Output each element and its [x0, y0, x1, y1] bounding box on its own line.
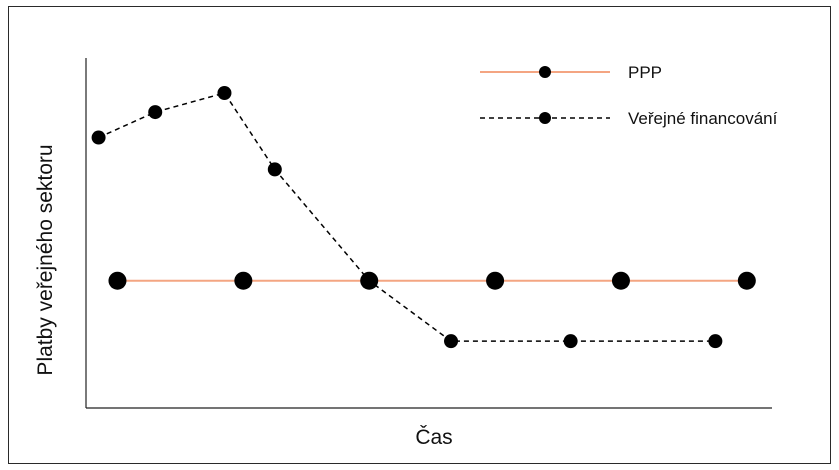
data-point-public-financing-3 — [217, 86, 232, 100]
legend-item-ppp: PPP — [480, 63, 662, 82]
x-axis-label: Čas — [415, 426, 452, 449]
series-public-financing — [91, 86, 723, 349]
legend: PPP Veřejné financování — [480, 63, 778, 128]
series-ppp — [108, 271, 756, 290]
legend-marker-ppp — [539, 66, 551, 78]
series-line-public-financing — [98, 92, 716, 342]
data-point-public-financing-8 — [708, 334, 723, 349]
legend-label-ppp: PPP — [628, 63, 662, 82]
legend-label-public-financing: Veřejné financování — [628, 109, 778, 128]
series-layer — [91, 86, 756, 349]
data-point-public-financing-4 — [267, 162, 282, 177]
data-point-ppp-4 — [486, 271, 505, 290]
legend-marker-public-financing — [539, 112, 551, 124]
axes — [85, 58, 772, 409]
data-point-public-financing-6 — [444, 334, 459, 349]
data-point-public-financing-5 — [362, 273, 377, 288]
data-point-ppp-1 — [108, 271, 127, 290]
data-point-ppp-5 — [611, 271, 630, 290]
data-point-public-financing-7 — [563, 334, 578, 349]
data-point-ppp-2 — [234, 271, 253, 290]
data-point-public-financing-2 — [148, 105, 163, 120]
data-point-public-financing-1 — [91, 130, 106, 145]
y-axis-label: Platby veřejného sektoru — [34, 144, 57, 375]
chart-frame — [8, 6, 831, 464]
legend-item-public-financing: Veřejné financování — [480, 109, 778, 128]
data-point-ppp-6 — [737, 271, 756, 290]
